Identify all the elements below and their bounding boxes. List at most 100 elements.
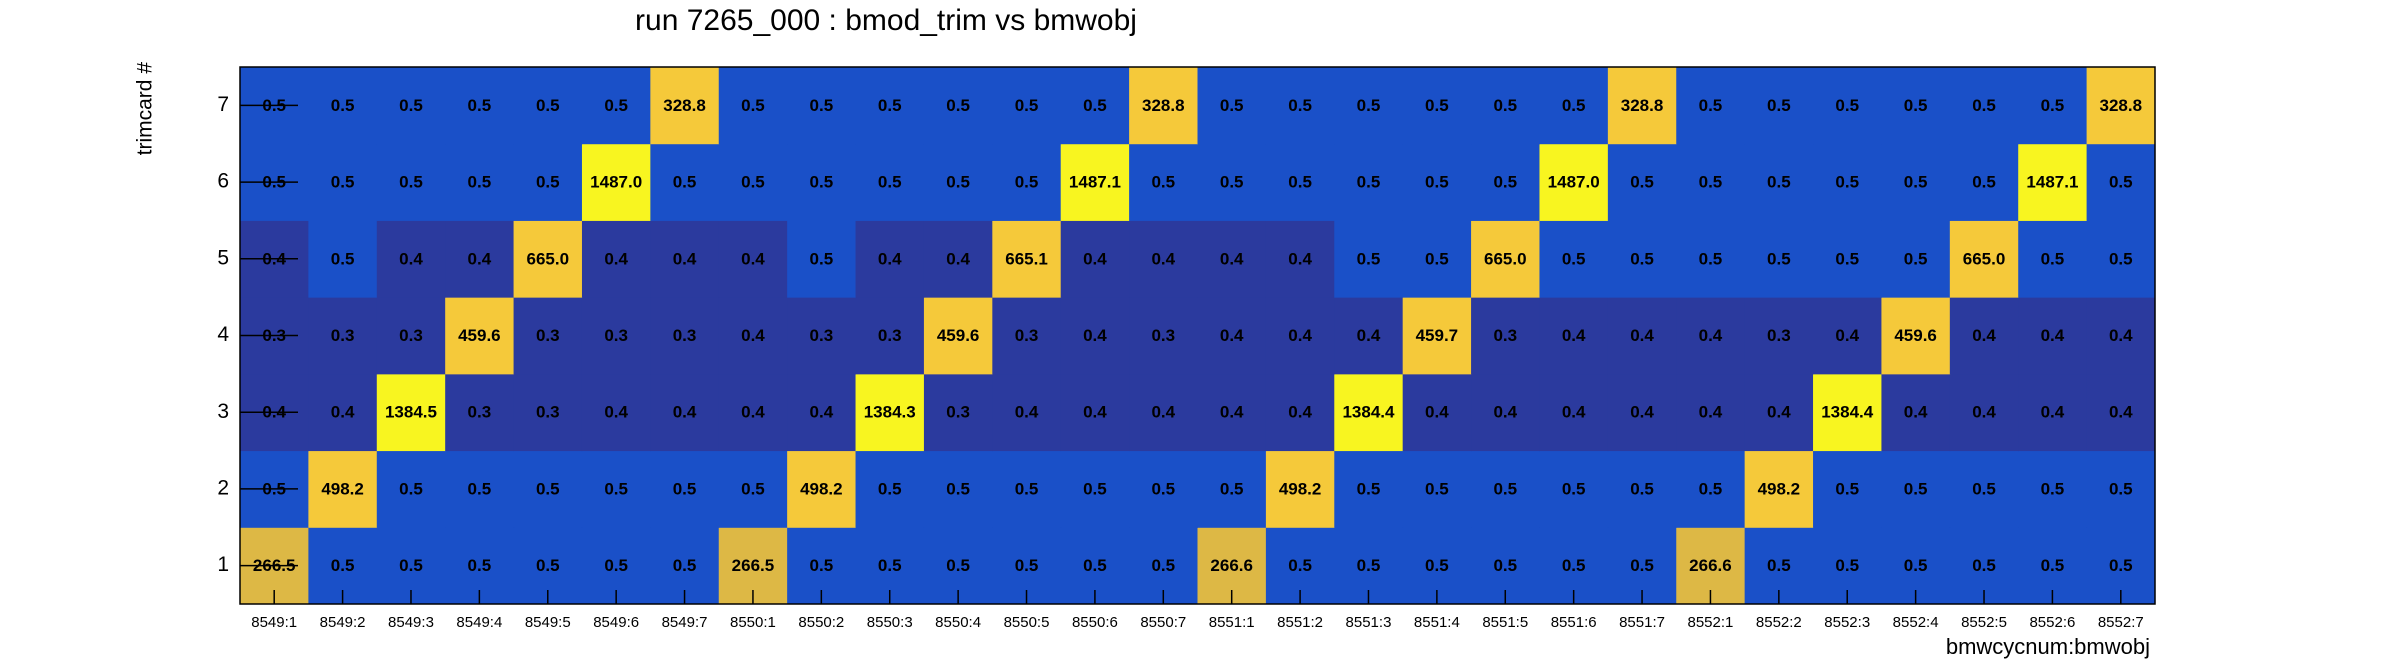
heatmap-cell [1744, 143, 1814, 221]
heatmap-cell [1197, 450, 1267, 528]
heatmap-cell [1676, 220, 1746, 298]
cell-label: 0.5 [1972, 173, 1996, 192]
heatmap-cell [1813, 143, 1882, 221]
heatmap-cell [855, 450, 925, 528]
cell-label: 0.4 [2041, 403, 2065, 422]
cell-label: 665.0 [1963, 249, 2006, 268]
cell-label: 0.5 [1904, 173, 1928, 192]
cell-label: 0.5 [2109, 556, 2133, 575]
heatmap-cell [513, 67, 583, 145]
heatmap-cell [513, 220, 583, 298]
heatmap-cell [1197, 143, 1267, 221]
heatmap-cell [513, 297, 583, 375]
y-axis-title: trimcard # [134, 62, 157, 156]
heatmap-cell [2086, 67, 2156, 145]
heatmap-cell [787, 450, 857, 528]
heatmap-cell [445, 220, 515, 298]
heatmap-cell [2086, 373, 2156, 452]
heatmap-cell [2086, 297, 2156, 375]
heatmap-cell [1471, 67, 1540, 145]
cell-label: 0.5 [2109, 173, 2133, 192]
cell-label: 0.3 [1493, 326, 1517, 345]
heatmap-cell [445, 67, 515, 145]
cell-label: 0.5 [1630, 173, 1654, 192]
heatmap-cell [1676, 450, 1746, 528]
cell-label: 0.5 [878, 479, 902, 498]
cell-label: 0.4 [1083, 326, 1107, 345]
cell-label: 0.4 [1767, 403, 1791, 422]
cell-label: 0.4 [878, 249, 902, 268]
x-tick-label: 8549:7 [662, 614, 708, 631]
heatmap-cell [1539, 450, 1609, 528]
heatmap-cell [1197, 373, 1267, 452]
heatmap-cell [1607, 220, 1677, 298]
x-tick-label: 8552:1 [1688, 614, 1734, 631]
cell-label: 0.5 [1835, 479, 1859, 498]
x-tick-label: 8550:2 [798, 614, 844, 631]
cell-label: 0.5 [1425, 96, 1449, 115]
cell-label: 0.4 [1288, 403, 1312, 422]
heatmap-cell [1539, 297, 1609, 375]
heatmap-cell [308, 143, 378, 221]
cell-label: 0.3 [878, 326, 902, 345]
cell-label: 0.4 [1630, 403, 1654, 422]
heatmap-cell [2018, 450, 2088, 528]
x-tick-label: 8550:3 [867, 614, 913, 631]
cell-label: 0.5 [1151, 556, 1175, 575]
heatmap-cell [445, 143, 515, 221]
cell-label: 0.5 [1699, 249, 1723, 268]
cell-label: 498.2 [800, 479, 843, 498]
heatmap-cell [1129, 297, 1198, 375]
cell-label: 0.4 [2109, 326, 2133, 345]
cell-label: 0.4 [468, 249, 492, 268]
cell-label: 0.5 [741, 173, 765, 192]
cell-label: 0.4 [1972, 403, 1996, 422]
heatmap-cell [650, 373, 720, 452]
cell-label: 0.4 [1562, 326, 1586, 345]
y-tick-label: 6 [217, 170, 229, 193]
cell-label: 0.5 [1972, 479, 1996, 498]
cell-label: 0.4 [604, 249, 628, 268]
heatmap-cell [581, 67, 651, 145]
cell-label: 0.5 [673, 556, 697, 575]
heatmap-cell [855, 67, 925, 145]
heatmap-cell [1129, 67, 1198, 145]
heatmap-cell [1265, 373, 1335, 452]
x-tick-label: 8549:6 [593, 614, 639, 631]
heatmap-cell [1881, 373, 1951, 452]
cell-label: 0.5 [604, 479, 628, 498]
cell-label: 328.8 [2100, 96, 2143, 115]
cell-label: 0.3 [946, 403, 970, 422]
cell-label: 0.4 [1151, 403, 1175, 422]
cell-label: 0.4 [1015, 403, 1039, 422]
cell-label: 0.5 [1015, 479, 1039, 498]
cell-label: 665.0 [1484, 249, 1527, 268]
x-tick-label: 8550:4 [935, 614, 981, 631]
x-tick-label: 8551:1 [1209, 614, 1255, 631]
cell-label: 0.5 [810, 556, 834, 575]
cell-label: 0.5 [604, 96, 628, 115]
heatmap-cell [376, 450, 446, 528]
cell-label: 0.3 [1015, 326, 1039, 345]
heatmap-cell [1813, 297, 1882, 375]
heatmap-cell [308, 297, 378, 375]
cell-label: 459.6 [1894, 326, 1937, 345]
heatmap-cell [376, 297, 446, 375]
heatmap-cell [1197, 67, 1267, 145]
cell-label: 665.0 [526, 249, 569, 268]
heatmap-cell [1607, 297, 1677, 375]
heatmap-cell [1813, 373, 1882, 452]
heatmap-cell [650, 143, 720, 221]
heatmap-cell [1402, 297, 1472, 375]
heatmap-cell [650, 220, 720, 298]
cell-label: 0.5 [741, 96, 765, 115]
cell-label: 0.5 [1630, 479, 1654, 498]
cell-label: 0.5 [1357, 249, 1381, 268]
heatmap-cell [1607, 450, 1677, 528]
heatmap-cell [718, 220, 788, 298]
cell-label: 0.5 [1904, 479, 1928, 498]
heatmap-cell [923, 220, 993, 298]
cell-label: 328.8 [663, 96, 706, 115]
heatmap-cell [1881, 143, 1951, 221]
